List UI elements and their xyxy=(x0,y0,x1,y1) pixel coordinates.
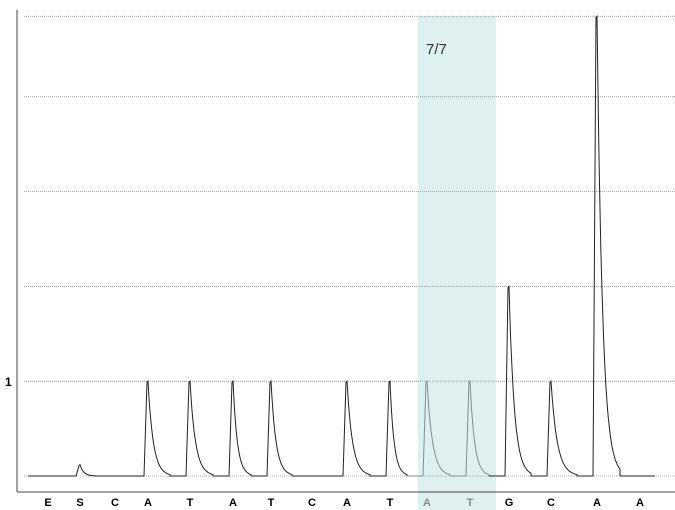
peaks xyxy=(28,15,655,477)
peak-11-a xyxy=(407,380,451,477)
peak-10-t xyxy=(370,380,408,477)
dispensation-label-13: G xyxy=(505,497,514,509)
peak-13-g xyxy=(489,285,532,477)
dispensation-label-14: C xyxy=(547,497,555,509)
dispensation-label-6: A xyxy=(229,497,237,509)
peak-4-a xyxy=(128,380,171,477)
dispensation-label-1: E xyxy=(44,497,51,509)
peak-14-c xyxy=(531,380,578,477)
highlight-band xyxy=(418,16,496,510)
peak-12-t xyxy=(450,380,490,477)
dispensation-label-5: T xyxy=(187,497,194,509)
y-tick-labels: 1 xyxy=(5,375,12,389)
dispensation-label-3: C xyxy=(111,497,119,509)
dispensation-label-16: A xyxy=(636,497,644,509)
highlight-annotation: 7/7 xyxy=(426,41,447,58)
dispensation-label-8: C xyxy=(308,497,316,509)
dispensation-label-15: A xyxy=(593,497,601,509)
peak-7-t xyxy=(251,380,293,477)
dispensation-label-2: S xyxy=(76,497,83,509)
peak-5-t xyxy=(170,380,214,477)
peak-6-a xyxy=(213,380,252,477)
dispensation-label-12: T xyxy=(467,497,474,509)
peak-15-a xyxy=(577,15,621,477)
dispensation-label-11: A xyxy=(423,497,431,509)
peak-9-a xyxy=(327,380,371,477)
y-tick-label: 1 xyxy=(5,375,12,389)
dispensation-label-4: A xyxy=(144,497,152,509)
dispensation-label-7: T xyxy=(268,497,275,509)
peak-2-s xyxy=(60,463,96,477)
dispensation-label-10: T xyxy=(387,497,394,509)
gridlines xyxy=(24,15,675,382)
dispensation-label-9: A xyxy=(343,497,351,509)
